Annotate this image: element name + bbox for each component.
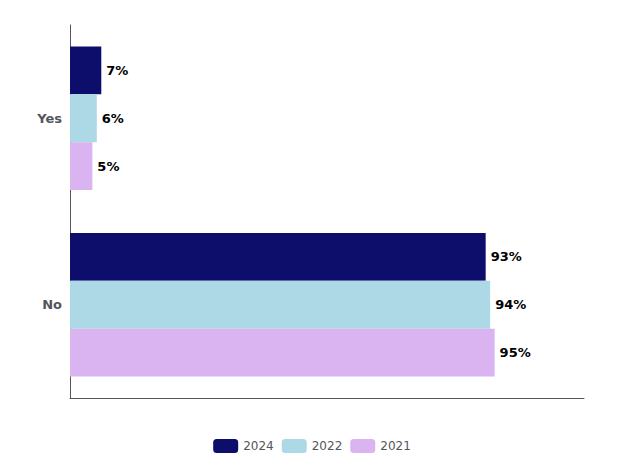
svg-text:2022: 2022 [312,439,343,453]
svg-text:94%: 94% [495,297,526,312]
svg-text:Yes: Yes [36,111,62,126]
svg-text:6%: 6% [102,111,124,126]
svg-text:7%: 7% [106,63,128,78]
svg-text:2021: 2021 [380,439,411,453]
svg-text:No: No [42,297,62,312]
svg-text:93%: 93% [491,249,522,264]
svg-text:2024: 2024 [243,439,274,453]
svg-text:5%: 5% [97,159,119,174]
svg-text:95%: 95% [500,345,531,360]
